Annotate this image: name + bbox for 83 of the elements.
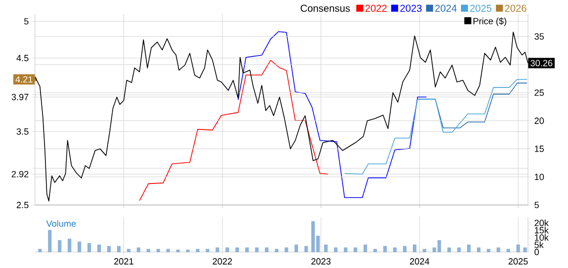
bar xyxy=(146,249,150,252)
y2-tick-label: 15 xyxy=(534,146,544,152)
y2-tick-label: 10 xyxy=(534,174,544,180)
y2-tick-label: 25 xyxy=(534,90,544,96)
line-series xyxy=(139,60,328,202)
x-tick-label: 2023 xyxy=(311,258,331,265)
x-tick-label: 2025 xyxy=(508,258,528,265)
bar xyxy=(117,246,121,252)
bar xyxy=(48,230,52,252)
bar xyxy=(68,238,72,252)
bar xyxy=(196,249,200,252)
x-tick-label: 2024 xyxy=(410,258,430,265)
data-label: 4.21 xyxy=(15,76,32,83)
bar xyxy=(373,249,377,252)
y-tick-label: 4.5 xyxy=(16,55,28,62)
bar xyxy=(364,244,368,252)
y-tick-label: 3.97 xyxy=(12,94,28,100)
bar xyxy=(226,248,229,252)
bar xyxy=(523,248,527,252)
bar xyxy=(403,246,406,252)
bar xyxy=(136,248,140,252)
bar xyxy=(284,248,288,252)
bar xyxy=(412,244,416,252)
bar xyxy=(166,249,170,252)
data-label: 30.26 xyxy=(530,60,552,67)
bar xyxy=(496,248,500,252)
bar xyxy=(107,246,111,252)
bar xyxy=(78,242,82,252)
y2-tick-label: 15k xyxy=(534,227,549,234)
bar xyxy=(38,249,42,252)
legend-label: 2025 xyxy=(470,4,492,12)
y2-tick-label: 0 xyxy=(534,249,539,256)
legend-label: 2022 xyxy=(365,4,387,12)
bar xyxy=(334,248,338,252)
bar xyxy=(447,248,451,252)
y-tick-label: 5 xyxy=(24,18,28,25)
bar xyxy=(274,249,278,252)
y2-tick-label: 5k xyxy=(534,242,544,248)
line-series xyxy=(238,31,427,198)
y-tick-label: 2.5 xyxy=(16,202,28,208)
bar xyxy=(516,244,520,252)
bar xyxy=(422,249,426,252)
y-tick-label: 2.92 xyxy=(12,171,28,178)
bar xyxy=(97,244,101,252)
bar xyxy=(156,249,160,252)
bar xyxy=(467,244,471,252)
bar xyxy=(265,248,268,252)
bar xyxy=(457,248,461,252)
bar xyxy=(393,248,397,252)
bar xyxy=(245,248,249,252)
y2-tick-label: 20k xyxy=(534,220,549,226)
bar xyxy=(294,244,298,252)
bar xyxy=(344,248,348,252)
bar xyxy=(206,249,210,252)
bar xyxy=(176,250,180,252)
bar xyxy=(324,244,328,252)
y-tick-label: 3.5 xyxy=(16,128,28,135)
bar xyxy=(506,249,510,252)
bar xyxy=(58,240,62,252)
bar xyxy=(88,243,91,252)
bar xyxy=(216,248,220,252)
bar xyxy=(255,248,259,252)
legend-label: 2024 xyxy=(435,4,457,12)
bar xyxy=(383,246,387,252)
bar xyxy=(126,249,130,252)
legend-label: Price ($) xyxy=(474,18,506,26)
bar xyxy=(304,246,308,252)
bar xyxy=(486,249,490,252)
bar xyxy=(186,250,190,252)
x-tick-label: 2022 xyxy=(212,258,232,265)
y2-tick-label: 10k xyxy=(534,234,549,241)
y2-tick-label: 35 xyxy=(534,33,544,40)
legend-label: 2023 xyxy=(400,4,422,12)
line-series xyxy=(344,79,528,175)
legend-title: Consensus xyxy=(300,4,350,12)
bar xyxy=(477,248,480,252)
chart-title: Volume xyxy=(46,220,76,228)
legend-label: 2026 xyxy=(505,4,526,12)
bar xyxy=(354,248,358,252)
bar xyxy=(235,248,239,252)
y2-tick-label: 20 xyxy=(534,118,544,124)
x-tick-label: 2021 xyxy=(114,258,134,265)
y2-tick-label: 5 xyxy=(534,202,539,208)
